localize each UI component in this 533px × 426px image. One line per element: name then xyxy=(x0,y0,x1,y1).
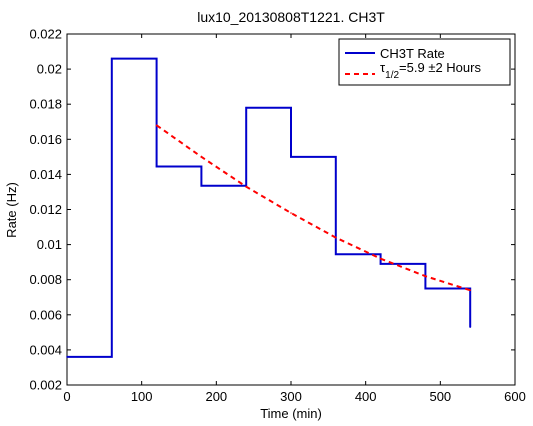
x-tick-label: 100 xyxy=(131,389,153,404)
ch3t-rate-data-point xyxy=(469,326,472,328)
x-tick-label: 300 xyxy=(280,389,302,404)
y-tick-label: 0.01 xyxy=(37,237,62,252)
chart-title: lux10_20130808T1221. CH3T xyxy=(197,9,385,25)
ch3t-rate-data-point xyxy=(200,185,203,187)
half-life-fit-data-point xyxy=(469,289,472,292)
x-tick-label: 500 xyxy=(429,389,451,404)
y-tick-label: 0.014 xyxy=(29,167,62,182)
x-tick-label: 0 xyxy=(63,389,70,404)
ch3t-rate-data-point xyxy=(335,253,337,256)
axes-box xyxy=(66,33,516,386)
ch3t-rate-data-point xyxy=(155,165,158,168)
y-tick-label: 0.002 xyxy=(29,378,62,393)
legend-label-ch3t-rate: CH3T Rate xyxy=(380,46,445,61)
ch3t-rate-data-point xyxy=(66,356,68,358)
half-life-fit-data-point xyxy=(424,275,427,277)
half-life-fit-data-point xyxy=(245,185,247,188)
series-ch3t-rate-line xyxy=(67,57,472,358)
ch3t-rate-data-point xyxy=(424,287,427,290)
y-tick-label: 0.006 xyxy=(29,307,62,322)
half-life-fit-data-point xyxy=(155,124,158,127)
half-life-fit-data-point xyxy=(200,156,203,158)
y-tick-label: 0.018 xyxy=(29,97,62,112)
y-axis-label: Rate (Hz) xyxy=(4,182,19,238)
y-tick-label: 0.02 xyxy=(37,62,62,77)
half-life-fit-data-point xyxy=(335,236,337,239)
plot-area: 0 100 200 300 400 500 600 0.002 0.004 0.006 0.008 0… xyxy=(29,27,525,405)
ch3t-rate-data-point xyxy=(379,263,382,265)
y-tick-label: 0.004 xyxy=(29,342,62,357)
ch3t-rate-data-point xyxy=(290,156,292,158)
series-half-life-fit-line xyxy=(156,124,471,292)
y-tick-label: 0.012 xyxy=(29,202,62,217)
ch3t-rate-data-point xyxy=(245,106,247,109)
legend-box xyxy=(338,38,511,86)
x-axis-label: Time (min) xyxy=(260,406,322,421)
y-tick-label: 0.022 xyxy=(29,27,62,42)
y-tick-label: 0.016 xyxy=(29,132,62,147)
half-life-fit-data-point xyxy=(379,257,382,260)
x-tick-label: 200 xyxy=(205,389,227,404)
legend-label-half-life-fit: τ1/2=5.9 ±2 Hours xyxy=(380,60,481,81)
half-life-fit-data-point xyxy=(290,212,292,214)
y-tick-label: 0.008 xyxy=(29,272,62,287)
ch3t-rate-data-point xyxy=(111,57,113,60)
x-tick-label: 400 xyxy=(355,389,377,404)
x-tick-label: 600 xyxy=(504,389,526,404)
